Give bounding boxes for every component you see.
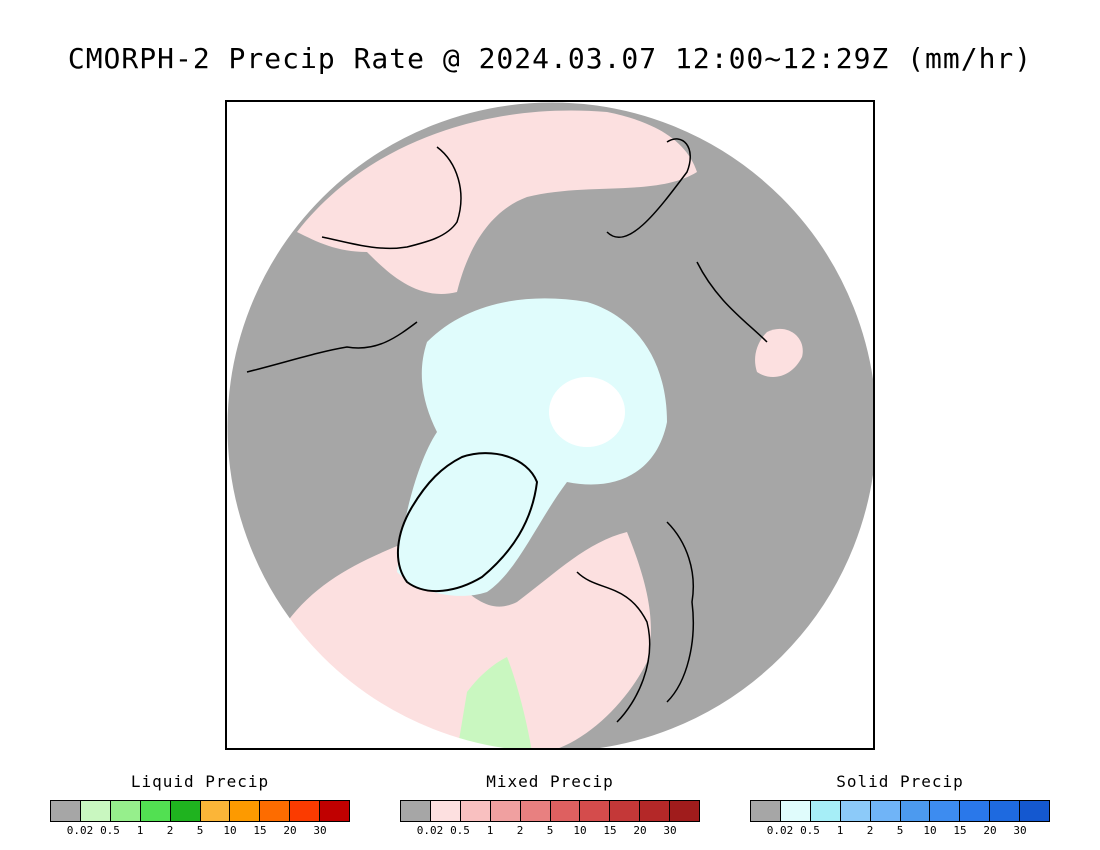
legend-swatch [140, 801, 171, 821]
legend-swatch [1020, 801, 1050, 821]
legend-swatch [840, 801, 871, 821]
legend-tick-label: 30 [313, 824, 327, 837]
legend-solid: Solid Precip 0.02 0.5 1 2 5 10 15 20 30 [750, 772, 1050, 838]
legend-tick-label: 1 [136, 824, 144, 837]
legend-swatch [401, 801, 431, 821]
legend-tick-label: 15 [253, 824, 267, 837]
mixed-precip-patch [755, 328, 803, 377]
legend-ticks: 0.02 0.5 1 2 5 10 15 20 30 [750, 822, 1050, 838]
legend-tick-label: 30 [1013, 824, 1027, 837]
legend-swatch [430, 801, 461, 821]
legend-tick-label: 0.5 [100, 824, 120, 837]
legend-tick-label: 0.02 [416, 824, 444, 837]
legend-swatch [990, 801, 1021, 821]
coastlines [246, 138, 768, 723]
legend-mixed: Mixed Precip 0.02 0.5 1 2 5 10 15 20 30 [400, 772, 700, 838]
legend-ticks: 0.02 0.5 1 2 5 10 15 20 30 [400, 822, 700, 838]
legend-swatch [780, 801, 811, 821]
liquid-precip-region [457, 657, 532, 748]
legend-swatch [290, 801, 321, 821]
legend-swatch [490, 801, 521, 821]
legend-swatch [610, 801, 641, 821]
legend-tick-label: 0.5 [800, 824, 820, 837]
pole-no-data [549, 377, 625, 447]
legend-liquid: Liquid Precip 0.02 0.5 1 2 5 10 15 20 30 [50, 772, 350, 838]
legend-tick-label: 0.02 [766, 824, 794, 837]
legend-swatch [870, 801, 901, 821]
legend-swatch [260, 801, 291, 821]
legend-swatch [230, 801, 261, 821]
precip-map [225, 100, 875, 750]
legend-swatch [900, 801, 931, 821]
legend-ticks: 0.02 0.5 1 2 5 10 15 20 30 [50, 822, 350, 838]
legend-title: Solid Precip [836, 772, 964, 791]
legend-swatches [50, 800, 350, 822]
legend-swatch [110, 801, 141, 821]
legend-tick-label: 20 [633, 824, 647, 837]
legend-swatch [170, 801, 201, 821]
legend-swatch [960, 801, 991, 821]
legend-tick-label: 2 [166, 824, 174, 837]
legend-title: Mixed Precip [486, 772, 614, 791]
greenland-landmass [396, 452, 539, 593]
legend-tick-label: 20 [283, 824, 297, 837]
polar-map-svg [227, 102, 873, 748]
legend-tick-label: 2 [866, 824, 874, 837]
legend-swatch [520, 801, 551, 821]
legend-swatch [80, 801, 111, 821]
legend-tick-label: 5 [196, 824, 204, 837]
legend-tick-label: 5 [896, 824, 904, 837]
legend-tick-label: 15 [603, 824, 617, 837]
legend-swatch [200, 801, 231, 821]
legend-tick-label: 10 [573, 824, 587, 837]
legend-tick-label: 0.02 [66, 824, 94, 837]
legend-swatch [640, 801, 671, 821]
legend-swatch [810, 801, 841, 821]
legend-tick-label: 1 [486, 824, 494, 837]
legend-swatch [550, 801, 581, 821]
legend-tick-label: 10 [223, 824, 237, 837]
legend-tick-label: 30 [663, 824, 677, 837]
legend-swatch [320, 801, 350, 821]
legend-tick-label: 20 [983, 824, 997, 837]
legend-swatch [460, 801, 491, 821]
mixed-precip-region [287, 532, 651, 748]
legend-tick-label: 5 [546, 824, 554, 837]
legend-swatches [400, 800, 700, 822]
legend-swatch [51, 801, 81, 821]
legend-swatch [751, 801, 781, 821]
legend-tick-label: 10 [923, 824, 937, 837]
legend-swatch [670, 801, 700, 821]
legend-tick-label: 15 [953, 824, 967, 837]
legend-swatch [930, 801, 961, 821]
legend-tick-label: 0.5 [450, 824, 470, 837]
page-title: CMORPH-2 Precip Rate @ 2024.03.07 12:00~… [67, 42, 1033, 75]
legend-title: Liquid Precip [130, 772, 270, 791]
legend-swatch [580, 801, 611, 821]
legend-swatches [750, 800, 1050, 822]
legend-tick-label: 2 [516, 824, 524, 837]
legend-tick-label: 1 [836, 824, 844, 837]
